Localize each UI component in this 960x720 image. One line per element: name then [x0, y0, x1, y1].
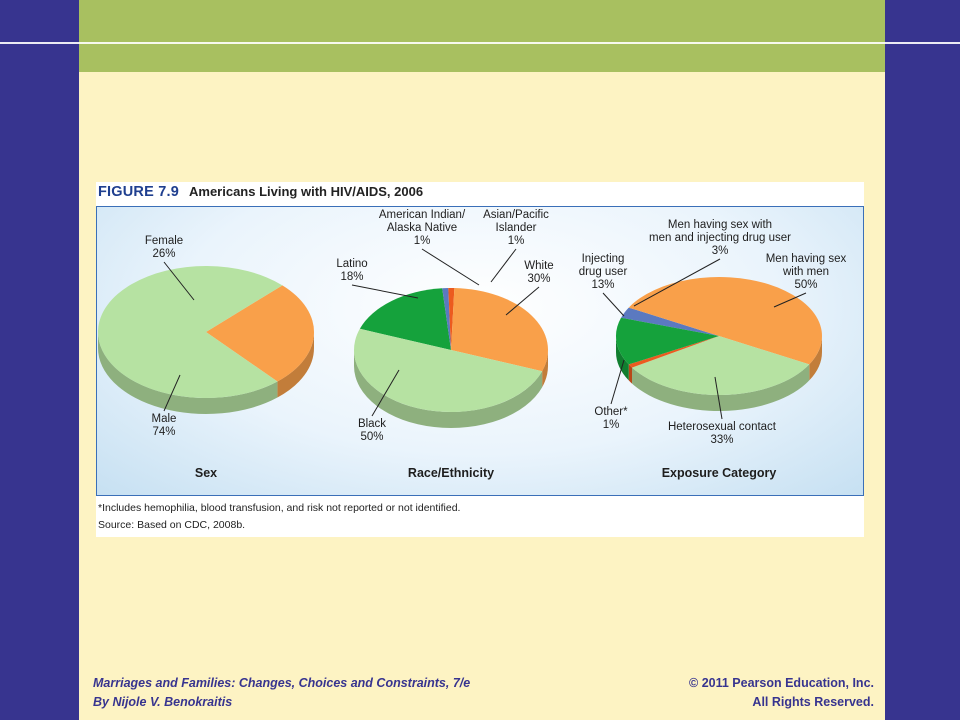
pie-2-leader-4: [505, 286, 540, 316]
pie-2-label-4: White 30%: [524, 260, 553, 285]
pie-2-side-4: [542, 350, 548, 388]
book-title: Marriages and Families: Changes, Choices…: [93, 676, 471, 690]
pie-1-label-2: Male 74%: [152, 413, 177, 438]
figure: FIGURE 7.9 Americans Living with HIV/AID…: [96, 182, 864, 537]
pie-1-side-1: [277, 332, 314, 398]
footnote: *Includes hemophilia, blood transfusion,…: [98, 502, 461, 514]
book-info: Marriages and Families: Changes, Choices…: [93, 674, 470, 712]
figure-title: FIGURE 7.9 Americans Living with HIV/AID…: [98, 184, 423, 200]
pie-3-leader-5: [602, 292, 625, 317]
pie-3-label-2: Men having sex with men 50%: [766, 253, 847, 291]
pie-2-label-2: American Indian/Alaska Native 1%: [379, 209, 466, 247]
pie-2-label-5: Black 50%: [358, 418, 386, 443]
pie-3-slice-3: [632, 336, 810, 395]
pie-2-slice-4: [451, 288, 548, 372]
pie-2-slice-3: [448, 288, 455, 350]
pie-2-leader-5: [371, 369, 400, 417]
pie-3-label-3: Heterosexual contact 33%: [668, 421, 777, 446]
pie-3-slice-1: [621, 307, 719, 336]
left-frame-bar: [0, 0, 79, 720]
source-note: Source: Based on CDC, 2008b.: [98, 519, 246, 531]
figure-number: FIGURE 7.9: [98, 184, 179, 200]
pie-3-label-5: Injecting drug user 13%: [579, 253, 628, 291]
pie-1-leader-2: [163, 374, 181, 412]
pie-3-slice-2: [628, 277, 822, 365]
pie-3-side-5: [616, 336, 629, 381]
pie-3-label-4: Other* 1%: [594, 406, 628, 431]
pie-2-leader-1: [351, 284, 419, 299]
top-divider-line: [0, 42, 960, 44]
copyright-info: © 2011 Pearson Education, Inc. All Right…: [689, 674, 874, 712]
pie-1-slice-2: [98, 266, 283, 398]
pie-1-side-2: [98, 332, 278, 414]
pie-1-leader-1: [163, 261, 195, 301]
right-frame-bar: [885, 0, 960, 720]
pie-2-label-3: Asian/Pacific Islander 1%: [483, 209, 549, 247]
pie-3-label-1: Men having sex with men and injecting dru…: [649, 219, 791, 257]
pie-2-slice-5: [354, 328, 543, 412]
pie-2-slice-1: [359, 288, 451, 350]
pie-3-side-2: [809, 336, 822, 381]
pie-2-side-5: [354, 350, 543, 428]
figure-caption: Americans Living with HIV/AIDS, 2006: [189, 184, 424, 199]
pie-1-slice-1: [206, 285, 314, 382]
book-author: By Nijole V. Benokraitis: [93, 695, 233, 709]
pie-2-slice-2: [442, 288, 451, 350]
pie-3-category-label: Exposure Category: [662, 466, 777, 480]
pie-1-label-1: Female 26%: [145, 235, 183, 260]
pie-3-leader-4: [610, 359, 625, 405]
pie-3-leader-3: [714, 376, 723, 420]
pie-2-leader-2: [421, 248, 480, 286]
pie-3-slice-5: [616, 317, 719, 365]
pie-3-slice-4: [628, 336, 719, 368]
pie-2-label-1: Latino 18%: [336, 258, 367, 283]
pie-3-leader-1: [633, 258, 721, 307]
pie-3-side-4: [628, 364, 633, 384]
pie-1-category-label: Sex: [195, 466, 217, 480]
pie-3-side-3: [632, 364, 810, 411]
top-band: [79, 0, 885, 72]
pie-charts: Female 26% Male 74% Sex Latino 18% American Ind…: [98, 209, 847, 480]
pie-2-category-label: Race/Ethnicity: [408, 466, 494, 480]
pie-2-leader-3: [490, 248, 517, 283]
copyright: © 2011 Pearson Education, Inc.: [689, 676, 874, 690]
rights-reserved: All Rights Reserved.: [752, 695, 874, 709]
pie-3-leader-2: [773, 292, 807, 308]
